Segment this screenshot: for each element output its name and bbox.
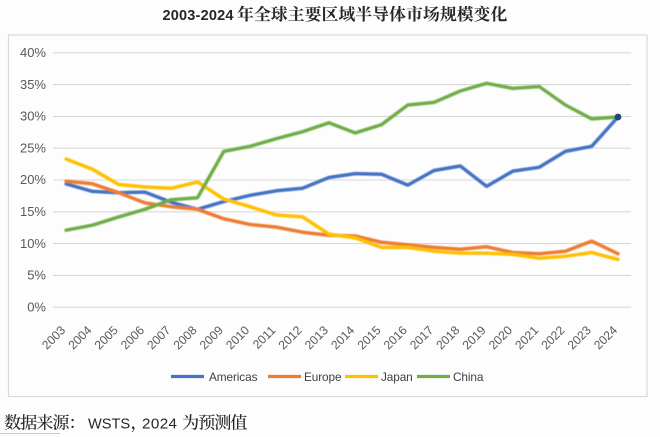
svg-text:20%: 20%	[20, 172, 46, 187]
svg-text:0%: 0%	[27, 299, 46, 314]
svg-text:WSTS: WSTS	[88, 417, 130, 433]
svg-text:Europe: Europe	[304, 370, 342, 384]
svg-text:Japan: Japan	[381, 370, 413, 384]
svg-text:35%: 35%	[20, 77, 46, 92]
svg-text:15%: 15%	[20, 204, 46, 219]
svg-text:2024: 2024	[142, 416, 177, 433]
svg-text:30%: 30%	[20, 109, 46, 124]
svg-text:10%: 10%	[20, 236, 46, 251]
svg-text:5%: 5%	[27, 268, 46, 283]
svg-text:Americas: Americas	[209, 370, 258, 384]
svg-text:25%: 25%	[20, 140, 46, 155]
svg-text:China: China	[453, 370, 484, 384]
svg-text:40%: 40%	[20, 45, 46, 60]
svg-text:2003-2024: 2003-2024	[163, 8, 234, 24]
